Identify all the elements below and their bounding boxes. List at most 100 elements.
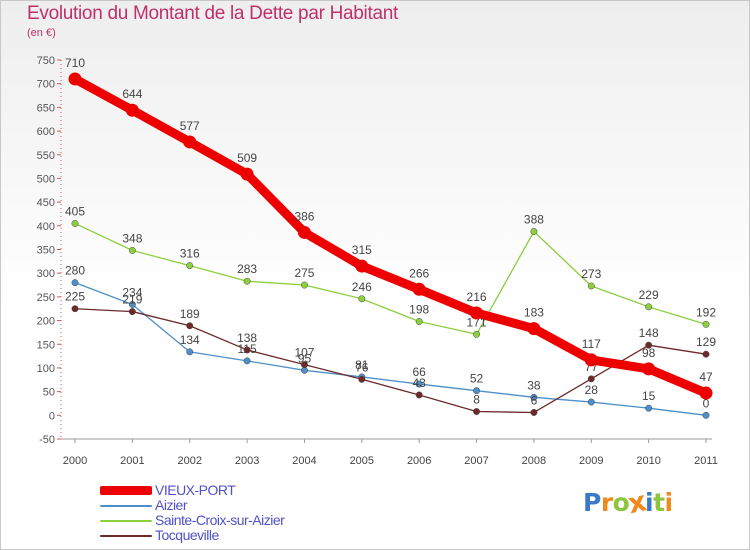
data-label: 148	[639, 326, 659, 340]
data-point	[125, 103, 139, 117]
data-point	[186, 322, 194, 330]
chart-title: Evolution du Montant de la Dette par Hab…	[27, 3, 398, 24]
x-tick-label: 2009	[579, 455, 603, 467]
data-label: 280	[65, 264, 85, 278]
data-label: 388	[524, 212, 544, 226]
data-point	[71, 305, 79, 313]
legend-label: Aizier	[155, 497, 188, 513]
data-point	[473, 330, 480, 338]
data-point	[702, 411, 710, 419]
x-tick-label: 2002	[177, 455, 201, 467]
data-label: 509	[237, 151, 257, 165]
data-label: 275	[294, 266, 314, 280]
data-point	[530, 393, 538, 401]
y-tick-label: 300	[37, 268, 55, 280]
data-label: 107	[294, 346, 314, 360]
data-label: 76	[355, 360, 369, 374]
y-tick-label: 700	[37, 79, 55, 91]
y-tick-label: 100	[37, 363, 55, 375]
data-label: 225	[65, 290, 85, 304]
data-label: 66	[413, 365, 427, 379]
data-point	[473, 408, 480, 415]
data-label: 8	[473, 393, 480, 407]
data-point	[128, 308, 136, 316]
data-label: 710	[65, 56, 85, 70]
data-label: 43	[413, 376, 427, 390]
logo-letter: o	[612, 488, 630, 517]
y-tick-label: 200	[37, 316, 55, 328]
series-line	[74, 222, 707, 335]
data-label: 189	[180, 307, 200, 321]
y-tick-label: 650	[37, 102, 55, 114]
y-tick-label: 250	[37, 292, 55, 304]
data-label: 405	[65, 204, 85, 218]
data-point	[530, 228, 538, 235]
data-point	[587, 375, 595, 383]
data-label: 198	[409, 303, 429, 317]
data-label: 117	[582, 337, 601, 351]
data-label: 273	[581, 267, 601, 281]
data-point	[186, 262, 194, 270]
logo-letter: P	[583, 488, 601, 517]
data-point	[702, 350, 710, 358]
logo-letter: i	[645, 488, 654, 517]
x-tick-label: 2003	[235, 455, 259, 467]
x-tick-label: 2000	[63, 455, 87, 467]
data-label: 644	[122, 87, 142, 101]
y-tick-label: 750	[37, 55, 55, 67]
data-point	[527, 322, 541, 336]
data-point	[128, 301, 136, 308]
y-tick-label: -50	[39, 434, 55, 446]
data-point	[243, 346, 251, 354]
data-label: 348	[122, 231, 142, 245]
data-label: 229	[639, 288, 659, 302]
data-label: 386	[294, 209, 314, 223]
data-point	[530, 409, 538, 416]
data-label: 0	[703, 396, 710, 410]
legend-label: Tocqueville	[155, 527, 219, 543]
x-tick-label: 2005	[350, 455, 374, 467]
y-tick-label: 350	[37, 245, 55, 257]
data-point	[415, 391, 423, 399]
y-tick-label: 550	[37, 150, 55, 162]
data-point	[702, 320, 710, 328]
data-label: 283	[237, 262, 257, 276]
legend-swatch	[100, 505, 152, 507]
proxiti-logo: Proxiti	[583, 485, 673, 520]
data-label: 246	[352, 280, 372, 294]
x-tick-label: 2001	[120, 455, 144, 467]
y-tick-label: 500	[37, 173, 55, 185]
chart-subtitle: (en €)	[27, 27, 56, 39]
data-point	[358, 375, 366, 383]
y-tick-label: 450	[37, 197, 55, 209]
data-point	[183, 135, 197, 149]
data-point	[415, 318, 423, 325]
data-label: 38	[527, 378, 541, 392]
data-label: 171	[467, 315, 487, 329]
data-point	[301, 281, 308, 289]
series-line	[74, 308, 707, 414]
x-tick-label: 2011	[694, 455, 718, 467]
data-label: 234	[122, 285, 142, 299]
x-tick-label: 2004	[292, 455, 316, 467]
data-label: 129	[696, 335, 716, 349]
data-label: 15	[642, 389, 656, 403]
series-line	[74, 282, 707, 416]
x-tick-label: 2010	[636, 455, 660, 467]
data-label: 192	[696, 305, 716, 319]
data-point	[68, 72, 82, 86]
data-point	[645, 303, 653, 311]
data-point	[186, 348, 194, 356]
data-point	[301, 361, 308, 369]
x-tick-label: 2008	[522, 455, 546, 467]
data-point	[297, 225, 311, 239]
data-point	[71, 279, 79, 287]
data-label: 47	[699, 370, 713, 384]
legend-swatch	[100, 520, 152, 522]
legend-swatch	[100, 486, 152, 495]
data-label: 315	[352, 243, 372, 257]
data-label: 183	[524, 306, 544, 320]
data-label: 266	[409, 266, 429, 280]
data-point	[470, 306, 484, 320]
